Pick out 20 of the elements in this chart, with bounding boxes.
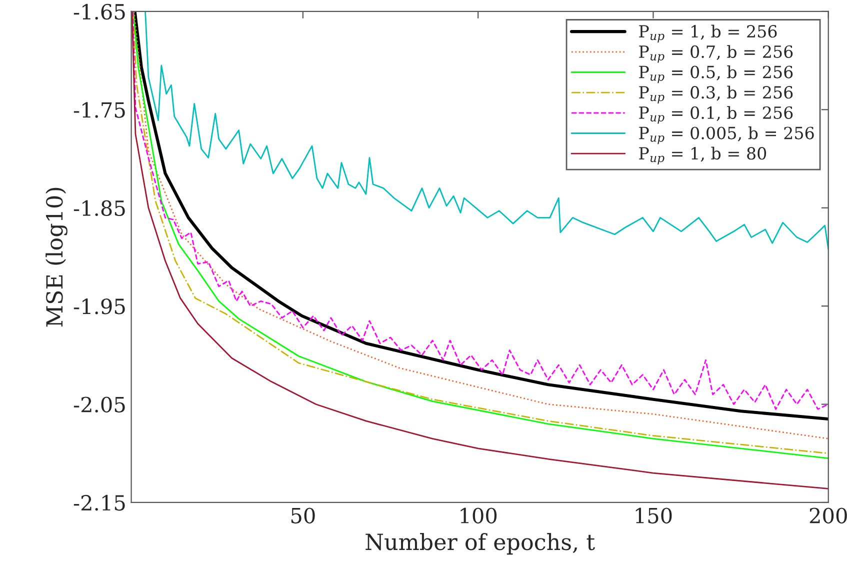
legend-label: P$_{up}$ = 1, b = 256 — [639, 24, 777, 42]
y-tick-label: -2.15 — [74, 494, 125, 511]
legend-label: P$_{up}$ = 0.7, b = 256 — [639, 45, 793, 63]
x-tick-label: 50 — [291, 508, 315, 524]
y-tick-label: -1.85 — [74, 200, 125, 216]
legend-label: P$_{up}$ = 0.1, b = 256 — [639, 106, 793, 124]
legend-label: P$_{up}$ = 0.5, b = 256 — [639, 65, 793, 84]
x-axis-title: Number of epochs, t — [366, 533, 595, 555]
legend-label: P$_{up}$ = 0.005, b = 256 — [639, 126, 814, 144]
line-series — [144, 11, 828, 250]
x-tick-label: 100 — [460, 508, 497, 524]
y-tick-label: -1.75 — [74, 102, 125, 118]
y-tick-label: -1.95 — [74, 298, 125, 314]
y-tick-label: -2.05 — [74, 396, 125, 412]
y-axis-title: MSE (log10) — [46, 188, 68, 327]
x-tick-label: 150 — [636, 508, 672, 524]
legend-label: P$_{up}$ = 0.3, b = 256 — [639, 86, 793, 104]
y-tick-label: -1.65 — [74, 4, 125, 20]
legend-label: P$_{up}$ = 1, b = 80 — [639, 146, 766, 164]
x-tick-label: 200 — [810, 508, 847, 524]
